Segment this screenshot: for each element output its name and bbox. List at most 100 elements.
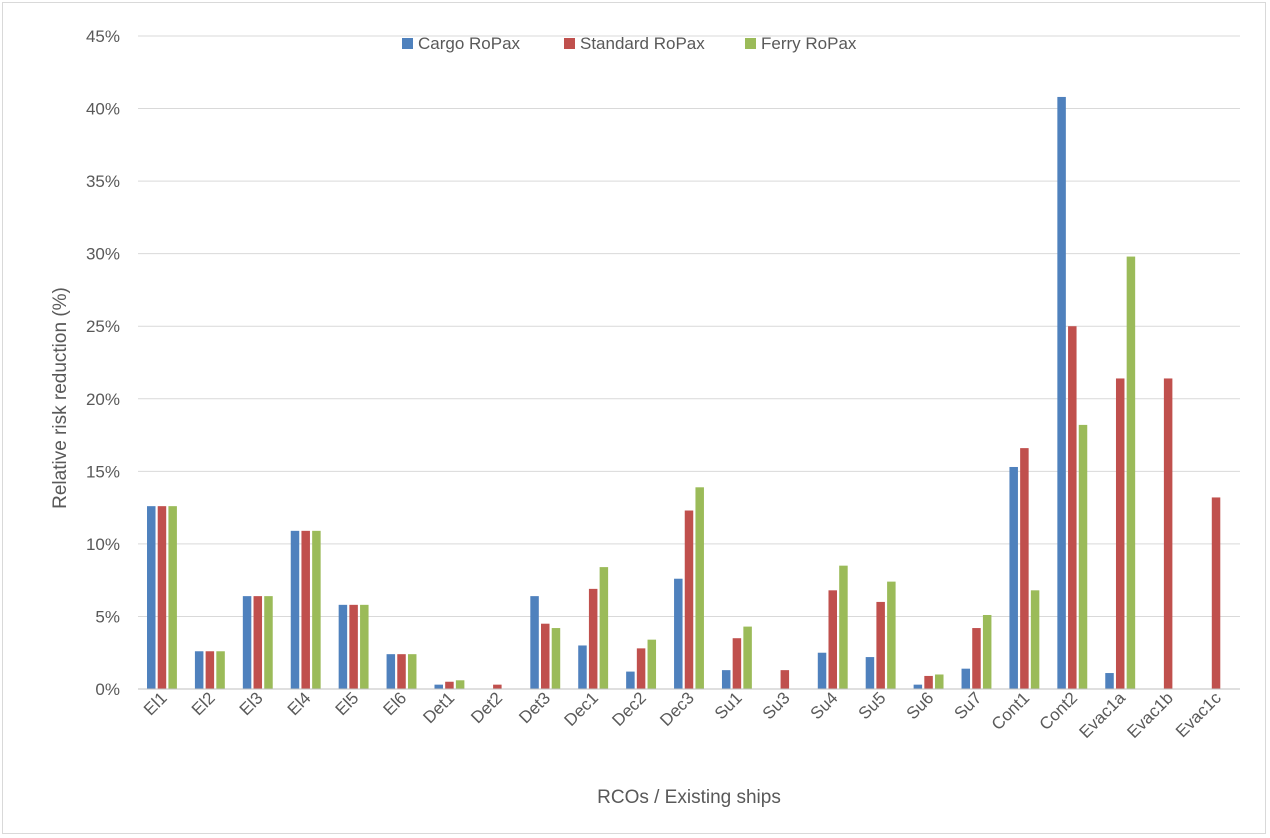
bar-su7-ferry-ropax — [982, 614, 992, 689]
y-tick-label: 15% — [86, 462, 120, 481]
bar-cont2-ferry-ropax — [1078, 424, 1088, 689]
bar-det3-standard-ropax — [541, 623, 550, 689]
x-tick-label: Evac1a — [1075, 688, 1129, 742]
bar-det1-ferry-ropax — [455, 680, 465, 689]
bar-el5-cargo-ropax — [338, 604, 348, 689]
x-tick-label: Evac1c — [1172, 688, 1225, 741]
y-tick-label: 5% — [95, 607, 120, 626]
bar-evac1a-cargo-ropax — [1105, 673, 1114, 689]
x-tick-label: Dec3 — [656, 688, 697, 729]
bar-el4-cargo-ropax — [290, 530, 300, 689]
bar-su3-standard-ropax — [780, 670, 790, 689]
bar-det1-cargo-ropax — [434, 684, 443, 689]
bar-su4-cargo-ropax — [817, 652, 827, 689]
bar-el4-standard-ropax — [301, 530, 310, 689]
legend-swatch — [745, 38, 756, 49]
x-tick-label: Su1 — [711, 688, 746, 723]
bar-det3-ferry-ropax — [551, 628, 561, 689]
x-tick-label: Det3 — [515, 688, 554, 727]
bar-el5-standard-ropax — [349, 604, 358, 689]
bar-dec2-standard-ropax — [636, 648, 646, 689]
bar-su1-cargo-ropax — [721, 670, 731, 689]
x-tick-label: Su4 — [807, 688, 842, 723]
x-tick-label: Dec2 — [608, 688, 649, 729]
bar-su5-cargo-ropax — [865, 657, 875, 689]
y-tick-label: 20% — [86, 390, 120, 409]
x-tick-label: Su6 — [903, 688, 938, 723]
bar-el3-cargo-ropax — [242, 596, 252, 689]
legend-label: Standard RoPax — [580, 34, 705, 53]
bar-el2-cargo-ropax — [194, 651, 204, 689]
bar-det1-standard-ropax — [445, 681, 454, 689]
bar-dec3-ferry-ropax — [695, 487, 704, 689]
bar-det3-cargo-ropax — [530, 596, 539, 689]
x-axis-tick-labels: El1 El2 El3 El4 El5 El6 Det1 Det2 Det3 Dec1 Dec2 De… — [140, 688, 1225, 742]
bars — [138, 96, 1240, 690]
x-tick-label: El4 — [284, 688, 315, 719]
bar-cont2-standard-ropax — [1068, 326, 1077, 689]
y-tick-label: 0% — [95, 680, 120, 699]
bar-det2-standard-ropax — [493, 684, 502, 689]
bar-dec2-ferry-ropax — [647, 639, 657, 689]
y-tick-label: 30% — [86, 245, 120, 264]
y-axis-tick-labels: 0% 5% 10% 15% 20% 25% 30% 35% 40% 45% — [86, 27, 120, 699]
x-tick-label: Dec1 — [561, 688, 602, 729]
bar-el1-cargo-ropax — [147, 506, 156, 689]
bar-su4-ferry-ropax — [839, 565, 848, 689]
bar-cont1-cargo-ropax — [1009, 466, 1018, 689]
bar-su6-standard-ropax — [924, 675, 933, 689]
x-tick-label: El3 — [236, 688, 267, 719]
x-tick-label: Su5 — [855, 688, 890, 723]
bar-el1-ferry-ropax — [168, 506, 177, 689]
bar-el4-ferry-ropax — [312, 530, 321, 689]
bar-evac1b-standard-ropax — [1163, 378, 1173, 689]
y-tick-label: 40% — [86, 100, 120, 119]
bar-el6-ferry-ropax — [407, 654, 417, 689]
legend-swatch — [564, 38, 575, 49]
x-tick-label: Su3 — [759, 688, 794, 723]
x-tick-label: Det2 — [467, 688, 506, 727]
bar-evac1a-standard-ropax — [1115, 378, 1125, 689]
legend: Cargo RoPax Standard RoPax Ferry RoPax — [402, 34, 857, 53]
x-tick-label: Det1 — [419, 688, 458, 727]
legend-swatch — [402, 38, 413, 49]
y-tick-label: 45% — [86, 27, 120, 46]
bar-su6-ferry-ropax — [935, 674, 944, 689]
bar-su7-cargo-ropax — [961, 668, 971, 689]
bar-el3-standard-ropax — [253, 596, 263, 689]
legend-label: Cargo RoPax — [418, 34, 521, 53]
bar-el6-standard-ropax — [397, 654, 406, 689]
bar-dec1-cargo-ropax — [578, 645, 587, 689]
bar-dec3-standard-ropax — [684, 510, 694, 689]
y-axis-title: Relative risk reduction (%) — [50, 287, 71, 509]
legend-label: Ferry RoPax — [761, 34, 857, 53]
bar-dec2-cargo-ropax — [626, 671, 635, 689]
y-tick-label: 25% — [86, 317, 120, 336]
x-tick-label: Su7 — [951, 688, 986, 723]
bar-su1-ferry-ropax — [743, 626, 752, 689]
bar-cont2-cargo-ropax — [1057, 96, 1066, 689]
bar-el1-standard-ropax — [157, 506, 167, 689]
bar-el3-ferry-ropax — [264, 596, 273, 689]
bar-su5-ferry-ropax — [887, 581, 896, 689]
bar-su5-standard-ropax — [876, 601, 885, 689]
bar-su4-standard-ropax — [828, 590, 837, 689]
bar-dec1-standard-ropax — [588, 588, 598, 689]
bar-el5-ferry-ropax — [360, 604, 369, 689]
x-tick-label: El6 — [380, 688, 411, 719]
bar-cont1-standard-ropax — [1020, 448, 1029, 689]
bar-dec3-cargo-ropax — [674, 578, 683, 689]
bar-el6-cargo-ropax — [386, 654, 396, 689]
bar-el2-ferry-ropax — [216, 651, 225, 689]
bar-evac1c-standard-ropax — [1211, 497, 1221, 689]
x-tick-label: Cont1 — [988, 688, 1034, 734]
y-tick-label: 35% — [86, 172, 120, 191]
x-tick-label: El5 — [332, 688, 363, 719]
bar-dec1-ferry-ropax — [599, 567, 609, 689]
x-tick-label: El1 — [140, 688, 171, 719]
bar-cont1-ferry-ropax — [1030, 590, 1040, 689]
x-tick-label: Evac1b — [1123, 688, 1177, 742]
bar-evac1a-ferry-ropax — [1126, 256, 1136, 689]
